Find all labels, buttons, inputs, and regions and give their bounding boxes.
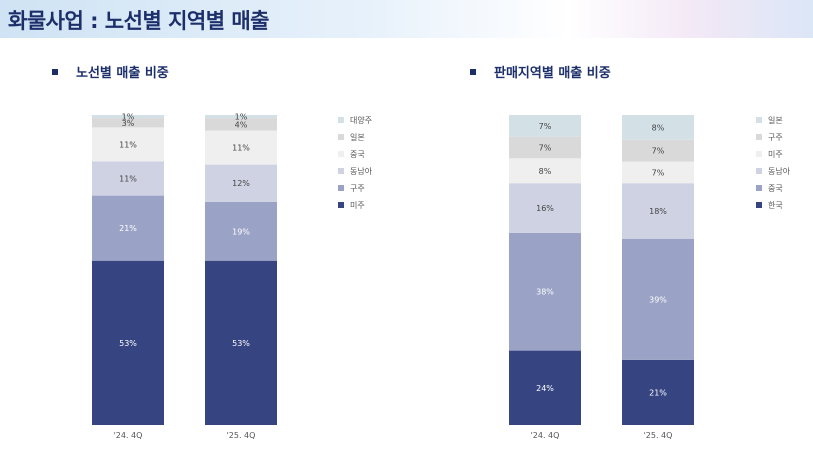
bar-segment-일본 <box>622 115 694 140</box>
legend-label: 한국 <box>768 201 783 210</box>
data-label: 8% <box>652 123 665 132</box>
data-label: 38% <box>536 288 554 297</box>
data-label: 53% <box>232 339 250 348</box>
data-label: 1% <box>122 113 135 122</box>
data-label: 24% <box>536 384 554 393</box>
data-label: 7% <box>652 168 665 177</box>
x-tick-label: '24. 4Q <box>114 431 143 440</box>
legend-swatch <box>756 168 762 174</box>
legend-label: 구주 <box>768 133 783 142</box>
data-label: 7% <box>539 122 552 131</box>
legend-swatch <box>338 185 344 191</box>
legend-label: 미주 <box>350 201 365 210</box>
bar-segment-구주 <box>205 201 277 261</box>
bar-segment-일본 <box>205 118 277 131</box>
data-label: 53% <box>119 339 137 348</box>
bar-segment-미주 <box>92 260 164 425</box>
bar-segment-미주 <box>509 158 581 184</box>
data-label: 7% <box>652 147 665 156</box>
bar-segment-중국 <box>622 239 694 360</box>
chart-title-region-text: 판매지역별 매출 비중 <box>494 66 611 81</box>
legend-swatch <box>756 151 762 157</box>
legend-label: 중국 <box>768 184 783 193</box>
header-banner: 화물사업 : 노선별 지역별 매출 <box>0 0 813 38</box>
data-label: 19% <box>232 227 250 236</box>
bar-segment-한국 <box>509 350 581 425</box>
legend-label: 동남아 <box>350 166 373 176</box>
bullet-icon <box>52 68 58 75</box>
legend-swatch <box>338 151 344 157</box>
bar-segment-일본 <box>509 115 581 137</box>
legend-swatch <box>756 202 762 208</box>
data-label: 8% <box>539 167 552 176</box>
bar-segment-일본 <box>92 118 164 128</box>
x-tick-label: '25. 4Q <box>644 431 673 440</box>
legend-swatch <box>338 202 344 208</box>
bar-segment-동남아 <box>205 164 277 202</box>
bar-segment-구주 <box>92 195 164 261</box>
legend-label: 중국 <box>350 150 365 159</box>
data-label: 21% <box>649 388 667 397</box>
x-tick-label: '24. 4Q <box>531 431 560 440</box>
bar-segment-동남아 <box>509 183 581 233</box>
data-label: 21% <box>119 224 137 233</box>
bar-segment-미주 <box>622 161 694 184</box>
bar-segment-한국 <box>622 359 694 425</box>
legend-label: 구주 <box>350 184 365 193</box>
x-tick-label: '25. 4Q <box>227 431 256 440</box>
legend-label: 대양주 <box>350 116 372 125</box>
chart-title-region: 판매지역별 매출 비중 <box>470 62 611 81</box>
bullet-icon <box>470 68 476 75</box>
bar-segment-구주 <box>622 139 694 162</box>
bar-segment-중국 <box>92 127 164 162</box>
legend-label: 미주 <box>768 150 783 159</box>
bar-segment-미주 <box>205 260 277 425</box>
data-label: 4% <box>235 120 248 129</box>
legend-swatch <box>338 134 344 140</box>
chart-title-route-text: 노선별 매출 비중 <box>76 66 169 81</box>
data-label: 11% <box>119 140 137 149</box>
data-label: 18% <box>649 207 667 216</box>
chart-title-route: 노선별 매출 비중 <box>52 62 169 81</box>
data-label: 11% <box>232 144 250 153</box>
bar-segment-대양주 <box>92 115 164 119</box>
data-label: 7% <box>539 144 552 153</box>
data-label: 1% <box>235 113 248 122</box>
data-label: 12% <box>232 179 250 188</box>
data-label: 3% <box>122 119 135 128</box>
data-label: 39% <box>649 295 667 304</box>
data-label: 16% <box>536 204 554 213</box>
legend-label: 일본 <box>768 116 783 125</box>
bar-segment-중국 <box>509 232 581 351</box>
bar-segment-동남아 <box>92 161 164 196</box>
bar-segment-중국 <box>205 130 277 165</box>
legend-label: 일본 <box>350 133 365 142</box>
legend-swatch <box>338 117 344 123</box>
legend-label: 동남아 <box>768 166 791 176</box>
bar-segment-대양주 <box>205 115 277 119</box>
legend-swatch <box>756 117 762 123</box>
legend-swatch <box>756 134 762 140</box>
bar-segment-구주 <box>509 136 581 159</box>
page-title: 화물사업 : 노선별 지역별 매출 <box>8 9 269 33</box>
legend-swatch <box>756 185 762 191</box>
legend-swatch <box>338 168 344 174</box>
data-label: 11% <box>119 175 137 184</box>
bar-segment-동남아 <box>622 183 694 239</box>
